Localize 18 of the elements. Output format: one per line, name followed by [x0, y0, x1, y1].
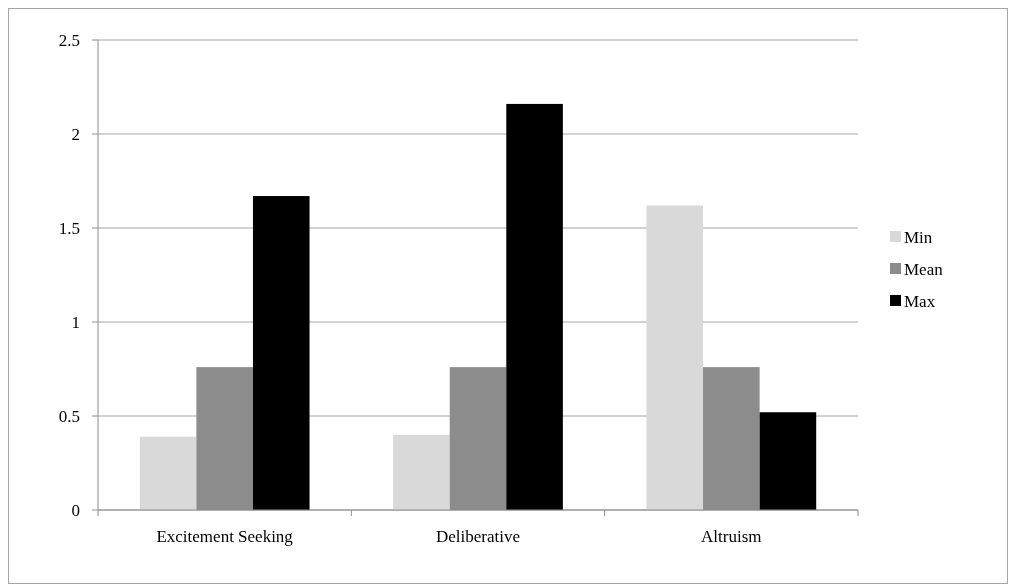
y-tick-label: 1: [71, 312, 80, 332]
bar: [252, 196, 310, 510]
x-tick-label: Altruism: [701, 527, 762, 546]
y-tick-label: 2.5: [58, 30, 80, 50]
legend-label: Mean: [904, 259, 944, 279]
y-tick-label: 2: [71, 124, 80, 144]
legend-label: Min: [904, 227, 933, 247]
y-tick-label: 1.5: [58, 218, 80, 238]
legend-label: Max: [904, 291, 936, 311]
bar: [646, 205, 704, 510]
bar: [139, 436, 197, 510]
bar: [506, 103, 563, 510]
bar: [759, 412, 817, 510]
x-tick-label: Excitement Seeking: [156, 527, 294, 546]
bar: [393, 434, 450, 510]
x-tick-label: Deliberative: [435, 527, 521, 546]
y-tick-label: 0.5: [58, 406, 80, 426]
y-tick-label: 0: [71, 500, 80, 520]
